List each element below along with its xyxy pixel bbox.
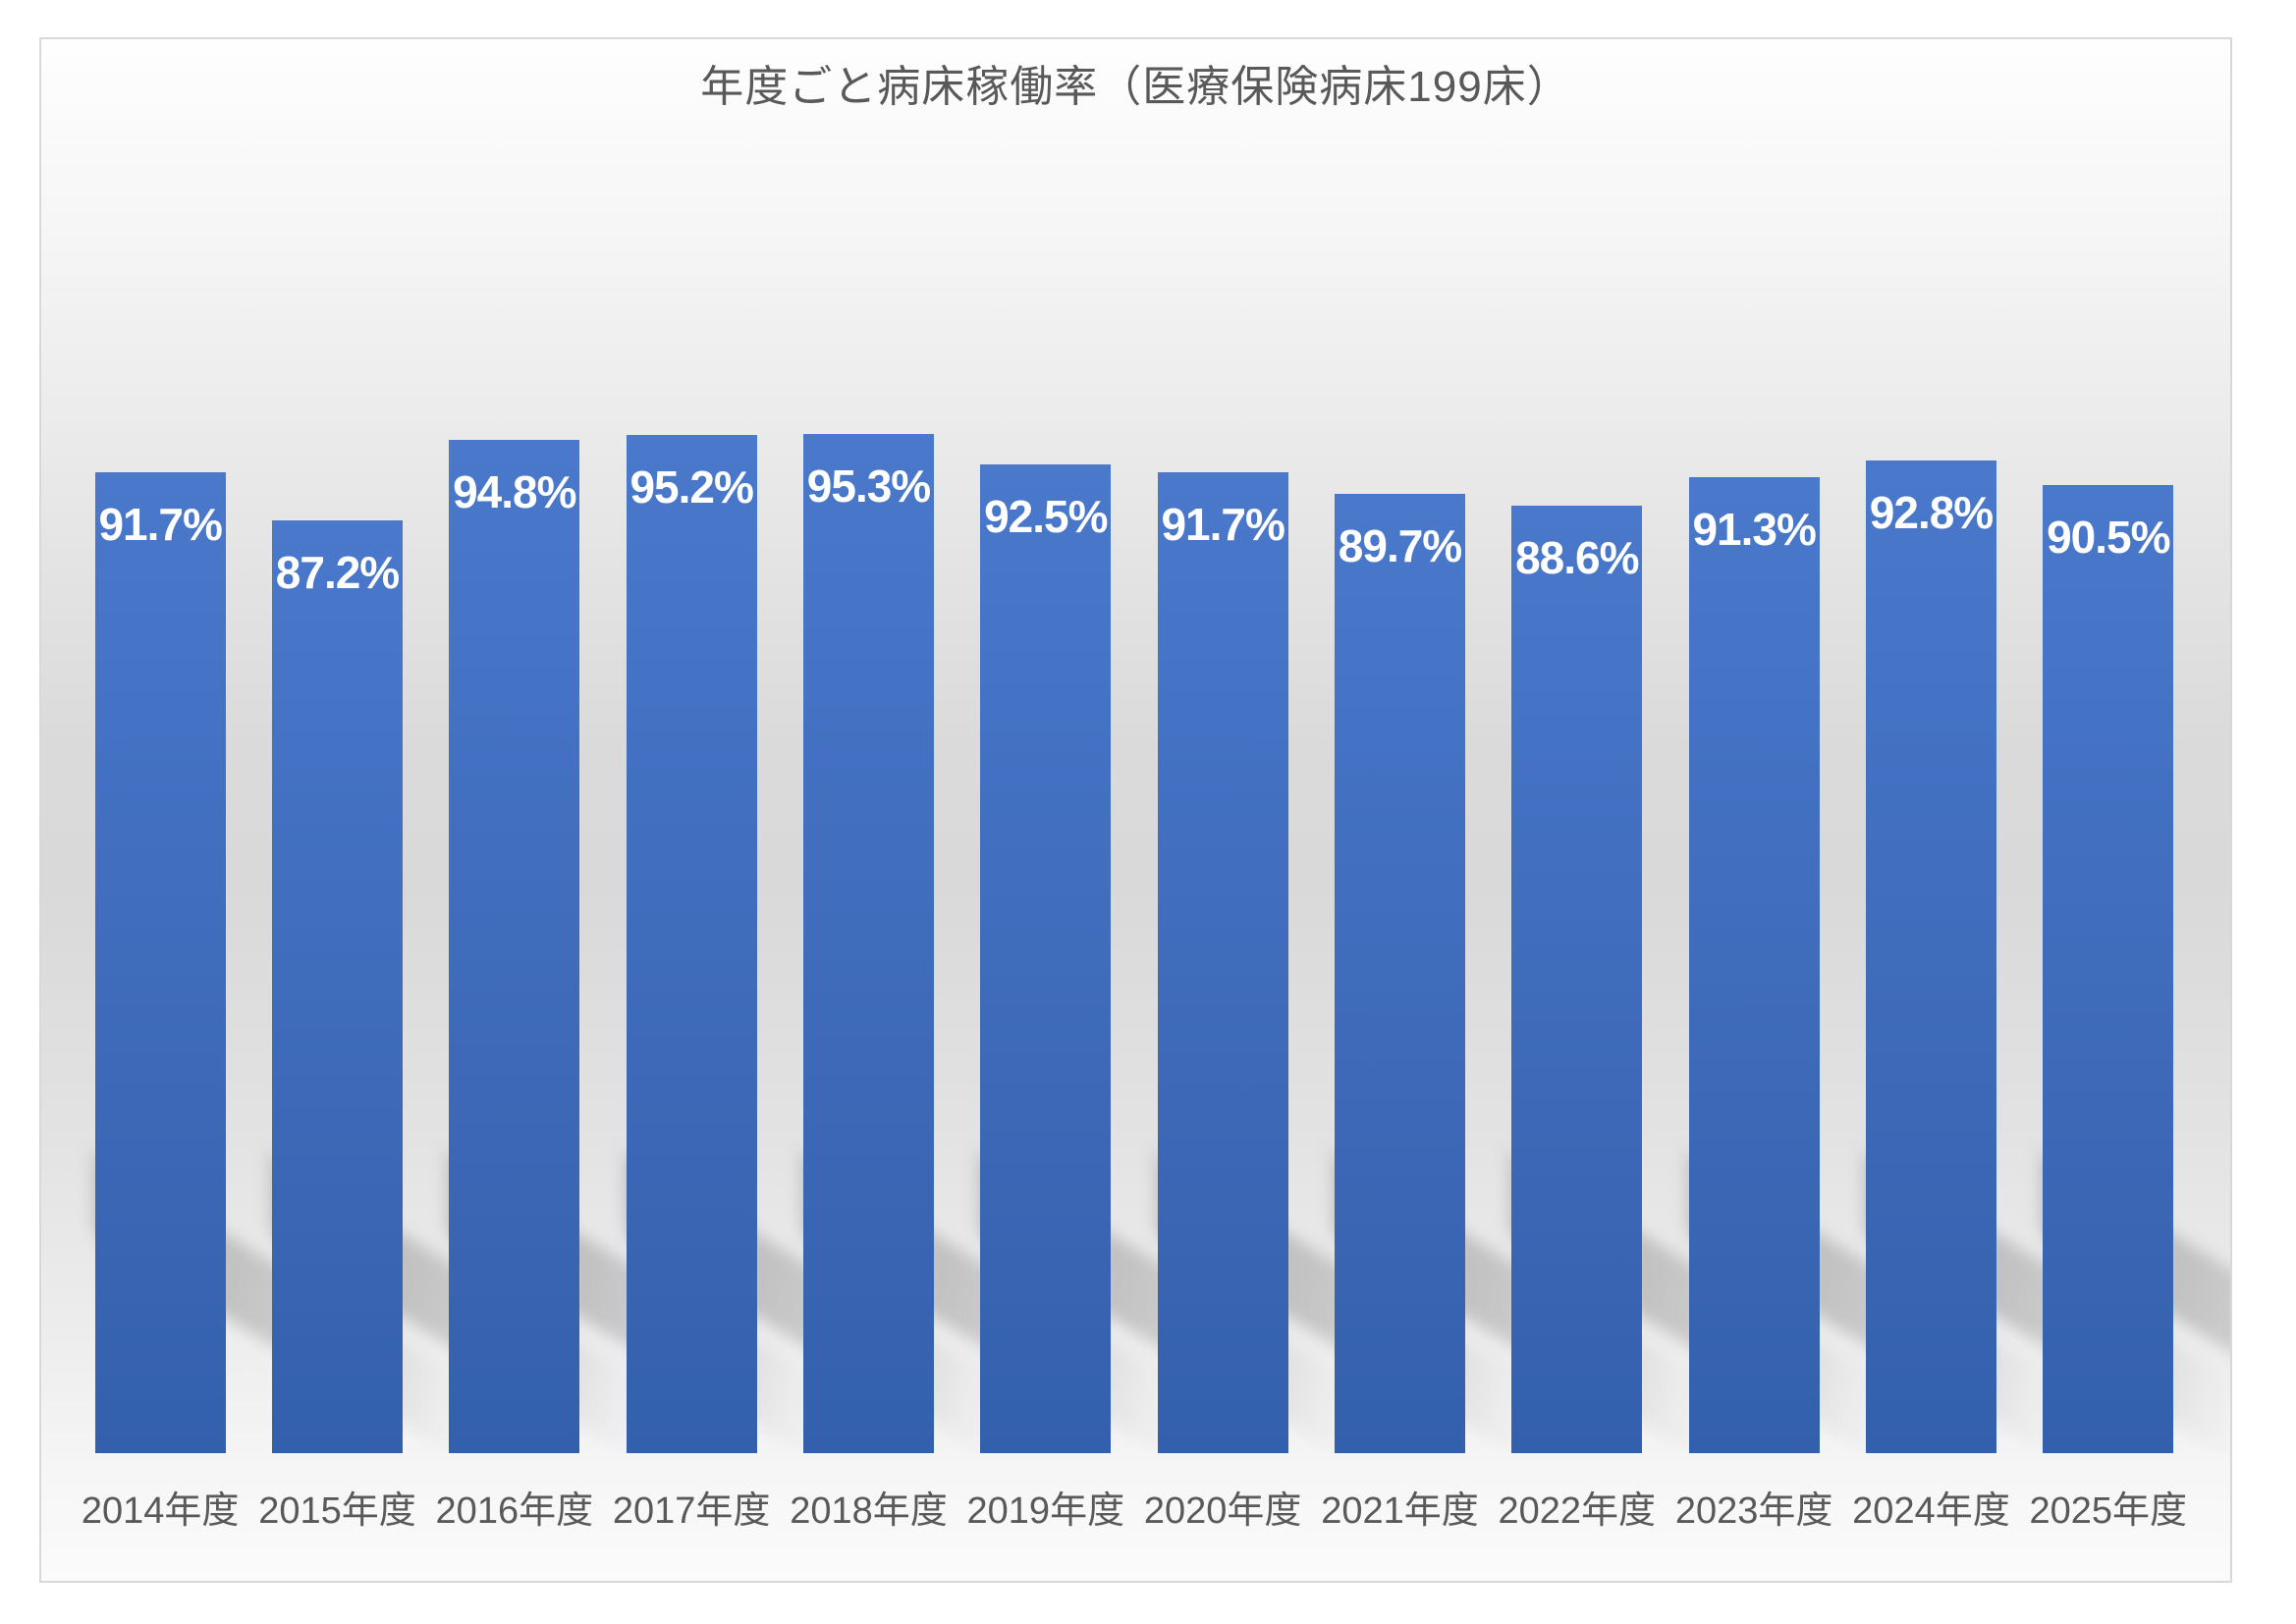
x-axis-label: 2016年度 (435, 1490, 594, 1532)
chart-title: 年度ごと病床稼働率（医療保険病床199床） (700, 63, 1571, 111)
bar-value-label: 91.7% (98, 499, 222, 550)
bar-2018年度: 95.3% (803, 434, 934, 1453)
chart-container: 年度ごと病床稼働率（医療保険病床199床） 91.7% 87.2% 94.8% 95.… (39, 37, 2232, 1583)
bar-value-label: 88.6% (1515, 532, 1639, 583)
x-axis-label: 2017年度 (612, 1490, 771, 1532)
x-axis: 2014年度 2015年度 2016年度 2017年度 2018年度 2019年度 2020… (72, 1453, 2197, 1581)
bar-2019年度: 92.5% (980, 464, 1112, 1453)
bar-2016年度: 94.8% (449, 440, 580, 1453)
x-axis-label: 2022年度 (1498, 1490, 1657, 1532)
bar-2015年度: 87.2% (272, 520, 403, 1453)
bar-2021年度: 89.7% (1335, 494, 1465, 1453)
bar-value-label: 89.7% (1338, 520, 1462, 571)
bar-2022年度: 88.6% (1511, 506, 1643, 1453)
x-axis-label: 2018年度 (790, 1490, 948, 1532)
bar-value-label: 91.7% (1161, 499, 1285, 550)
bar-value-label: 90.5% (2047, 512, 2170, 563)
x-axis-label: 2015年度 (258, 1490, 416, 1532)
bar-2025年度: 90.5% (2043, 485, 2174, 1453)
bar-value-label: 94.8% (453, 466, 576, 517)
bar-value-label: 91.3% (1692, 504, 1816, 555)
x-axis-label: 2014年度 (81, 1490, 240, 1532)
bar-2024年度: 92.8% (1866, 460, 1996, 1453)
bar-2017年度: 95.2% (626, 435, 757, 1453)
bar-value-label: 92.5% (984, 491, 1108, 542)
x-axis-label: 2019年度 (966, 1490, 1125, 1532)
x-axis-label: 2023年度 (1674, 1490, 1833, 1532)
bar-value-label: 87.2% (275, 547, 400, 598)
bar-value-label: 92.8% (1869, 487, 1994, 538)
plot-area: 91.7% 87.2% 94.8% 95.2% 95.3% 92.5% 91.7% 89.7%… (41, 39, 2230, 1453)
bar-value-label: 95.2% (629, 461, 753, 513)
x-axis-label: 2021年度 (1321, 1490, 1479, 1532)
bar-2023年度: 91.3% (1688, 477, 1820, 1453)
x-axis-label: 2025年度 (2029, 1490, 2188, 1532)
bar-2020年度: 91.7% (1157, 472, 1288, 1453)
x-axis-label: 2024年度 (1852, 1490, 2010, 1532)
bar-2014年度: 91.7% (94, 472, 226, 1453)
bar-value-label: 95.3% (806, 460, 931, 512)
x-axis-label: 2020年度 (1143, 1490, 1302, 1532)
